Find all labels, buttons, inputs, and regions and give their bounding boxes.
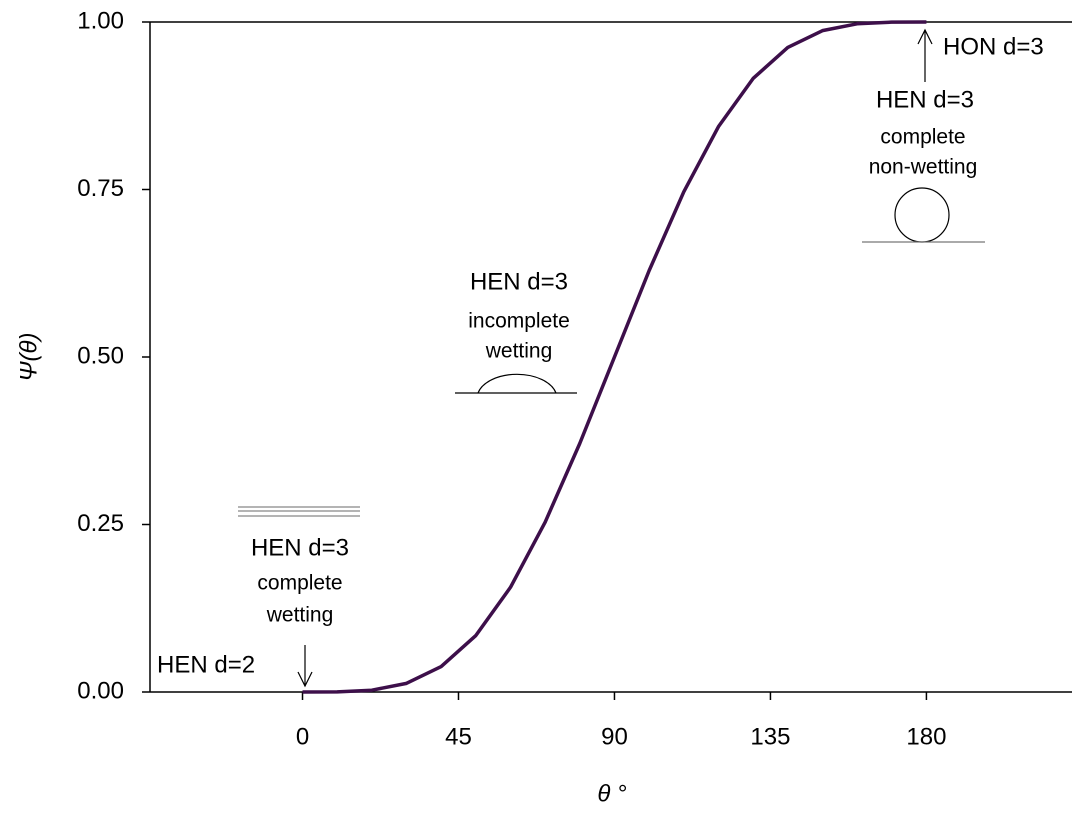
x-axis-label: θ ° [597, 780, 627, 807]
annotations: HON d=3 HEN d=3 complete non-wetting HEN… [157, 33, 1044, 678]
y-axis-label: Ψ(θ) [15, 333, 42, 382]
annotation: wetting [266, 604, 334, 627]
x-tick-label: 45 [445, 723, 472, 750]
annotation: HEN d=2 [157, 651, 255, 678]
chart: θ ° Ψ(θ) HON d=3 HEN d=3 complete non-we… [0, 0, 1074, 812]
drop-sketch [895, 188, 949, 242]
y-tick-label: 1.00 [77, 7, 124, 34]
drop-sketch [478, 374, 556, 393]
x-tick-label: 135 [750, 723, 790, 750]
y-tick-label: 0.25 [77, 510, 124, 537]
x-tick-label: 180 [906, 723, 946, 750]
annotation: complete [880, 126, 965, 149]
annotation: non-wetting [869, 156, 978, 179]
annotation: HEN d=3 [470, 268, 568, 295]
annotation: wetting [485, 340, 553, 363]
annotation: complete [257, 572, 342, 595]
sketches [238, 30, 985, 686]
annotation: HON d=3 [943, 33, 1044, 60]
x-tick-label: 0 [296, 723, 309, 750]
y-tick-label: 0.00 [77, 677, 124, 704]
annotation: HEN d=3 [251, 534, 349, 561]
annotation: HEN d=3 [876, 86, 974, 113]
x-tick-label: 90 [601, 723, 628, 750]
annotation: incomplete [468, 310, 570, 333]
data-line [303, 22, 927, 692]
y-tick-label: 0.75 [77, 175, 124, 202]
y-tick-label: 0.50 [77, 342, 124, 369]
